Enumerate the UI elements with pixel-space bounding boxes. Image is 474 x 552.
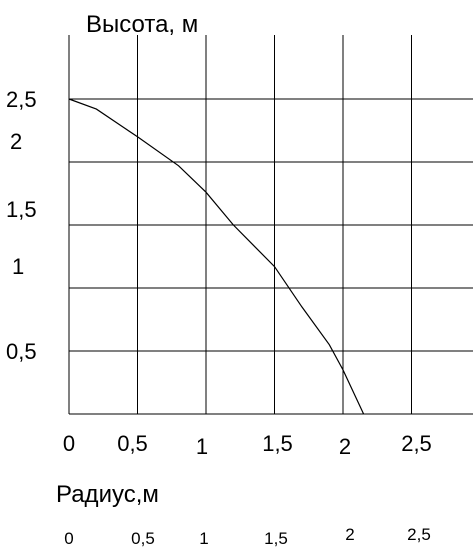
secondary-x-tick-label: 2,5 (407, 525, 431, 544)
x-tick-label: 1 (196, 434, 208, 459)
y-tick-label: 2,5 (6, 87, 37, 112)
y-tick-label: 0,5 (6, 339, 37, 364)
x-tick-label: 1,5 (262, 431, 293, 456)
y-tick-label: 1 (12, 254, 24, 279)
secondary-x-tick-label: 2 (345, 525, 354, 544)
y-tick-labels: 0,5 1 1,5 2 2,5 (6, 87, 37, 364)
series-layer (68, 98, 365, 415)
y-tick-label: 2 (10, 129, 22, 154)
secondary-x-tick-labels: 0 0,5 1 1,5 2 2,5 (64, 525, 431, 548)
secondary-x-tick-label: 0,5 (131, 529, 155, 548)
chart-grid (68, 35, 473, 415)
x-tick-labels: 0 0,5 1 1,5 2 2,5 (63, 431, 432, 459)
secondary-x-tick-label: 1 (199, 529, 208, 548)
series-line-0 (68, 98, 365, 415)
y-axis-title: Высота, м (86, 11, 198, 38)
secondary-x-tick-label: 0 (64, 529, 73, 548)
x-tick-label: 0,5 (117, 431, 148, 456)
x-tick-label: 0 (63, 431, 75, 456)
x-tick-label: 2 (339, 434, 351, 459)
x-tick-label: 2,5 (401, 431, 432, 456)
y-tick-label: 1,5 (6, 197, 37, 222)
secondary-x-tick-label: 1,5 (264, 529, 288, 548)
x-axis-title: Радиус,м (56, 481, 159, 508)
